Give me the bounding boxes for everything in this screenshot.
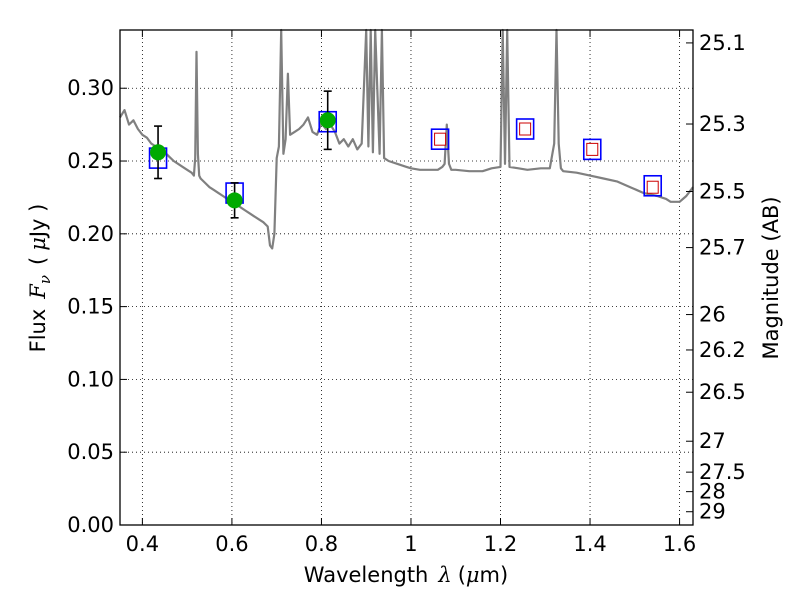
x-tick-label: 1.6 [663, 532, 696, 556]
y2-tick-label: 25.7 [699, 236, 746, 260]
spectrum [119, 28, 694, 250]
x-tick-label: 1 [404, 532, 417, 556]
plot-background [120, 30, 693, 525]
y-tick-label: 0.10 [67, 367, 114, 391]
x-axis-label: Wavelength λ (μm) [304, 563, 508, 587]
photometry-point [319, 112, 336, 129]
y2-tick-label: 26.5 [699, 380, 746, 404]
y-tick-label: 0.05 [67, 440, 114, 464]
predicted-flux-square [586, 142, 599, 156]
grid [120, 30, 693, 526]
photometry-markers [148, 90, 663, 219]
y2-tick-label: 25.3 [699, 112, 746, 136]
y2-tick-label: 25.1 [699, 31, 746, 55]
y2-axis-label: Magnitude (AB) [759, 196, 783, 359]
y-tick-label: 0.20 [67, 222, 114, 246]
y-tick-label: 0.00 [67, 513, 114, 537]
plot-frame [119, 29, 694, 526]
x-tick-label: 0.6 [215, 532, 248, 556]
y-tick-label: 0.30 [67, 76, 114, 100]
y2-tick-label: 26 [699, 303, 726, 327]
x-tick-label: 1.4 [573, 532, 606, 556]
y2-tick-label: 29 [699, 500, 726, 524]
model-flux-square [643, 174, 663, 197]
y-tick-label: 0.15 [67, 295, 114, 319]
y2-tick-label: 26.2 [699, 338, 746, 362]
model-flux-square [430, 128, 450, 150]
model-flux-square [515, 118, 535, 140]
x-tick-label: 0.4 [126, 532, 159, 556]
axis-ticks: 0.4 0.6 0.8 1 1.2 1.4 1.6 0.00 0.05 0.10 0.15 0.20 0… [67, 30, 746, 556]
predicted-flux-square [519, 122, 532, 136]
photometry-point [226, 192, 243, 209]
y2-tick-label: 28 [699, 480, 726, 504]
y2-tick-label: 27.5 [699, 460, 746, 484]
spectrum-line [119, 28, 694, 250]
y-axis-label: FluxFν(μJy ) [26, 204, 54, 353]
y-tick-label: 0.25 [67, 149, 114, 173]
x-tick-label: 1.2 [484, 532, 517, 556]
photometry-point [150, 144, 167, 161]
y2-tick-label: 25.5 [699, 179, 746, 203]
predicted-flux-square [434, 132, 447, 146]
predicted-flux-square [646, 180, 659, 194]
model-flux-square [582, 138, 602, 161]
x-tick-label: 0.8 [305, 532, 338, 556]
y2-tick-label: 27 [699, 429, 726, 453]
